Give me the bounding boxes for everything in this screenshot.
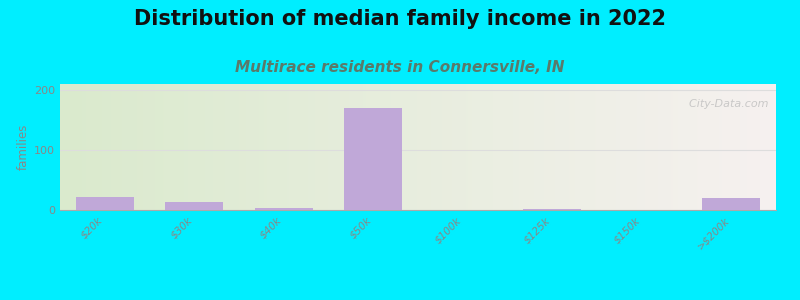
Bar [702, 198, 760, 210]
Bar [76, 197, 134, 210]
Text: City-Data.com: City-Data.com [682, 99, 769, 109]
Text: Multirace residents in Connersville, IN: Multirace residents in Connersville, IN [235, 60, 565, 75]
Bar [344, 108, 402, 210]
Bar [254, 208, 313, 210]
Y-axis label: families: families [17, 124, 30, 170]
Bar [165, 202, 223, 210]
Text: Distribution of median family income in 2022: Distribution of median family income in … [134, 9, 666, 29]
Bar [523, 209, 582, 210]
